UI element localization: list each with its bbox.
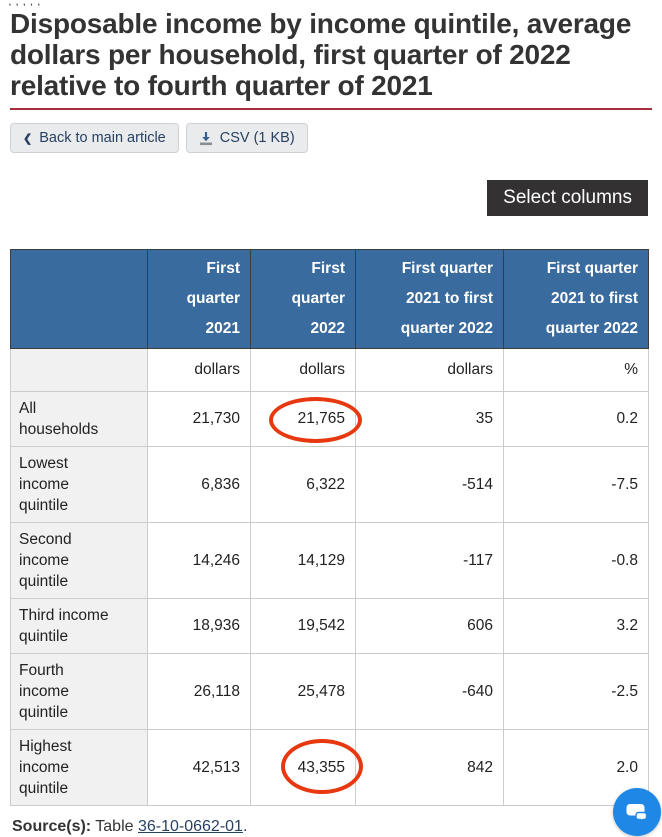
- table-row-third-quintile: Third income quintile 18,936 19,542 606 …: [10, 598, 649, 654]
- table-header-row: First quarter 2021 First quarter 2022 Fi…: [10, 249, 649, 349]
- value-cell-circled: 21,765: [250, 391, 362, 447]
- row-label: Third income quintile: [10, 598, 148, 654]
- value-cell: 35: [355, 391, 504, 447]
- cropped-text-fragment: , , , , ,: [8, 0, 662, 6]
- source-line: Source(s): Table 36-10-0662-01.: [12, 818, 662, 836]
- value-cell: 18,936: [147, 598, 251, 654]
- table-row-highest-quintile: Highest income quintile 42,513 43,355 84…: [10, 729, 649, 806]
- download-icon: [199, 131, 213, 146]
- value-cell: -7.5: [503, 446, 649, 523]
- csv-download-button[interactable]: CSV (1 KB): [185, 123, 308, 153]
- chat-bubbles-icon: [624, 799, 650, 825]
- unit-cell: dollars: [355, 348, 504, 392]
- value-cell: -640: [355, 653, 504, 730]
- value-cell: -117: [355, 522, 504, 599]
- row-label: All households: [10, 391, 148, 447]
- value-cell: 14,246: [147, 522, 251, 599]
- chat-button[interactable]: [613, 788, 661, 836]
- units-row: dollars dollars dollars %: [10, 348, 649, 392]
- row-label: Fourth income quintile: [10, 653, 148, 730]
- value-cell: 6,836: [147, 446, 251, 523]
- table-row-second-quintile: Second income quintile 14,246 14,129 -11…: [10, 522, 649, 599]
- page-title: Disposable income by income quintile, av…: [10, 8, 652, 110]
- value-cell: 6,322: [250, 446, 356, 523]
- value-cell: 842: [355, 729, 504, 806]
- row-label: Lowest income quintile: [10, 446, 148, 523]
- source-text: Table: [95, 818, 134, 835]
- value-cell: -514: [355, 446, 504, 523]
- table-row-all-households: All households 21,730 21,765 35 0.2: [10, 391, 649, 447]
- column-header-q1-2021: First quarter 2021: [147, 249, 251, 349]
- toolbar: ❮ Back to main article CSV (1 KB): [10, 123, 662, 153]
- column-header-change-dollars: First quarter 2021 to first quarter 2022: [355, 249, 504, 349]
- unit-cell: dollars: [147, 348, 251, 392]
- source-label: Source(s):: [12, 818, 92, 835]
- table-row-lowest-quintile: Lowest income quintile 6,836 6,322 -514 …: [10, 446, 649, 523]
- back-to-main-article-button[interactable]: ❮ Back to main article: [10, 123, 179, 153]
- value-cell: 14,129: [250, 522, 356, 599]
- select-columns-row: Select columns: [10, 180, 648, 216]
- value-cell: 19,542: [250, 598, 356, 654]
- unit-cell: %: [503, 348, 649, 392]
- select-columns-button[interactable]: Select columns: [487, 180, 648, 216]
- unit-cell: dollars: [250, 348, 356, 392]
- value-cell: 25,478: [250, 653, 356, 730]
- value-cell: 3.2: [503, 598, 649, 654]
- income-quintile-table: First quarter 2021 First quarter 2022 Fi…: [10, 249, 649, 806]
- column-header-change-percent: First quarter 2021 to first quarter 2022: [503, 249, 649, 349]
- row-label: Second income quintile: [10, 522, 148, 599]
- source-table-link[interactable]: 36-10-0662-01: [137, 818, 243, 835]
- value-cell: 42,513: [147, 729, 251, 806]
- row-label: Highest income quintile: [10, 729, 148, 806]
- chevron-left-icon: ❮: [23, 132, 33, 145]
- column-header-empty: [10, 249, 148, 349]
- value-cell: 606: [355, 598, 504, 654]
- source-period: .: [242, 818, 248, 835]
- value-cell: -0.8: [503, 522, 649, 599]
- value-cell-circled: 43,355: [250, 729, 363, 806]
- table-row-fourth-quintile: Fourth income quintile 26,118 25,478 -64…: [10, 653, 649, 730]
- units-row-label: [10, 348, 148, 392]
- column-header-q1-2022: First quarter 2022: [250, 249, 356, 349]
- value-cell: 26,118: [147, 653, 251, 730]
- back-button-label: Back to main article: [39, 130, 166, 146]
- csv-button-label: CSV (1 KB): [219, 130, 295, 146]
- value-cell: -2.5: [503, 653, 649, 730]
- value-cell: 21,730: [147, 391, 251, 447]
- value-cell: 0.2: [503, 391, 649, 447]
